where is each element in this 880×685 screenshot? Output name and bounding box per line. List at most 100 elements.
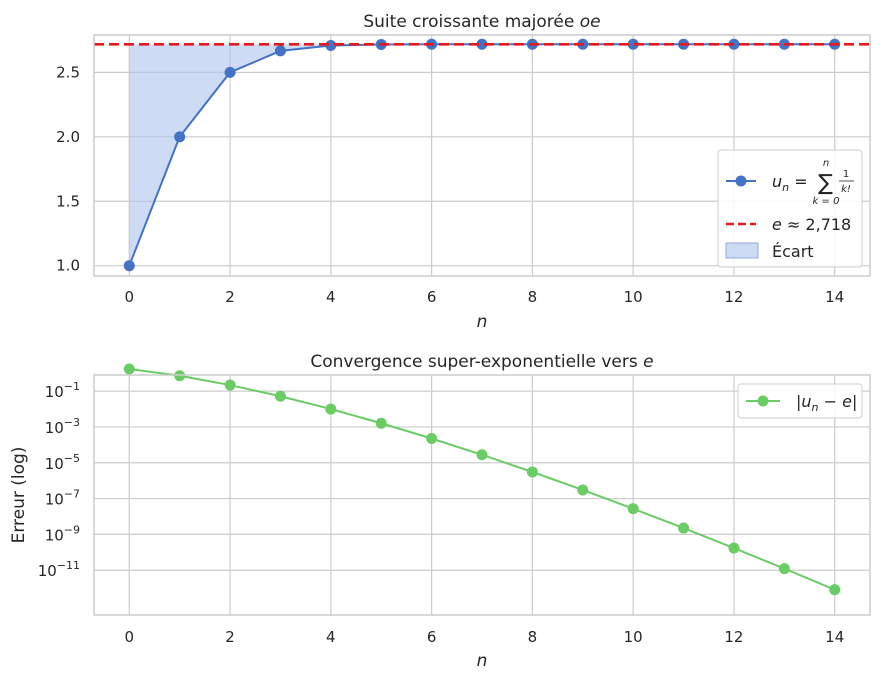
x-tick-label: 6 xyxy=(427,288,437,306)
data-point-un xyxy=(174,131,186,143)
data-point-un xyxy=(224,66,236,78)
x-tick-label: 14 xyxy=(825,288,844,306)
legend-label-e-rest: ≈ 2,718 xyxy=(782,215,851,234)
y-tick-base: 10 xyxy=(45,455,64,473)
legend-sum-symbol: ∑ xyxy=(818,171,833,196)
y-tick-exponent: −5 xyxy=(64,452,80,465)
y-tick-label: 10−9 xyxy=(45,523,80,544)
y-tick-label: 2.5 xyxy=(56,63,80,81)
legend-label-un: un = xyxy=(772,172,808,194)
series-line-error xyxy=(129,368,836,591)
x-tick-labels: 0 2 4 6 8 10 12 14 xyxy=(124,288,844,306)
y-tick-exponent: −11 xyxy=(57,559,80,572)
legend-label-e-symbol: e xyxy=(772,215,782,234)
y-tick-labels: 1.0 1.5 2.0 2.5 xyxy=(56,63,80,274)
data-point-error xyxy=(426,433,438,445)
legend-box xyxy=(717,149,863,268)
data-point-un xyxy=(325,40,337,52)
y-tick-label: 2.0 xyxy=(56,128,80,146)
y-tick-label: 10−5 xyxy=(45,452,80,473)
legend-box xyxy=(737,383,863,419)
y-tick-base: 10 xyxy=(45,526,64,544)
y-tick-label: 10−7 xyxy=(45,488,80,509)
y-tick-label: 10−11 xyxy=(38,559,80,580)
data-point-error xyxy=(577,484,589,496)
chart-panel-bottom: Convergence super-exponentielle vers e 0… xyxy=(9,352,871,671)
y-tick-labels: 10−110−310−510−710−910−11 xyxy=(38,380,80,580)
gap-fill-polygon xyxy=(129,44,835,266)
y-tick-exponent: −1 xyxy=(64,380,80,393)
x-tick-label: 10 xyxy=(624,628,643,646)
data-point-un xyxy=(627,38,639,50)
legend-label-eq: = xyxy=(789,172,808,191)
y-tick-base: 10 xyxy=(45,383,64,401)
legend-marker-un xyxy=(735,175,747,187)
x-tick-label: 8 xyxy=(528,288,538,306)
data-point-error xyxy=(274,390,286,402)
data-point-error xyxy=(123,363,135,375)
data-point-error xyxy=(224,379,236,391)
y-tick-label: 10−1 xyxy=(45,380,80,401)
x-tick-label: 12 xyxy=(724,628,743,646)
chart-title: Convergence super-exponentielle vers e xyxy=(310,352,653,372)
legend-frac-den: k! xyxy=(841,184,851,195)
y-tick-label: 10−3 xyxy=(45,416,80,437)
data-point-error xyxy=(778,563,790,575)
chart-title-text: Suite croissante majorée xyxy=(363,12,579,32)
x-tick-label: 2 xyxy=(225,288,235,306)
legend-frac-num: 1 xyxy=(843,169,849,180)
y-tick-base: 10 xyxy=(38,562,57,580)
chart-title: Suite croissante majorée oe xyxy=(363,12,600,32)
data-point-error xyxy=(526,466,538,478)
y-tick-base: 10 xyxy=(45,419,64,437)
grid-lines xyxy=(94,375,870,615)
y-tick-base: 10 xyxy=(45,491,64,509)
x-tick-label: 0 xyxy=(124,288,134,306)
y-axis-label: Erreur (log) xyxy=(9,447,29,544)
legend: un = ∑ n k = 0 1 k! e ≈ 2,718 Écart xyxy=(717,149,863,268)
x-axis-label: n xyxy=(477,312,488,332)
x-tick-label: 4 xyxy=(326,288,336,306)
legend: |un − e| xyxy=(737,383,863,419)
data-point-error xyxy=(375,417,387,429)
x-tick-label: 2 xyxy=(225,628,235,646)
legend-label-e: e ≈ 2,718 xyxy=(772,215,851,234)
y-tick-label: 1.0 xyxy=(56,257,80,275)
x-tick-label: 10 xyxy=(624,288,643,306)
x-tick-labels: 0 2 4 6 8 10 12 14 xyxy=(124,628,844,646)
x-axis-label: n xyxy=(477,651,488,671)
legend-label-sub: n xyxy=(812,401,819,414)
legend-label-sub: n xyxy=(782,181,789,194)
legend-patch-gap xyxy=(725,242,759,259)
x-tick-label: 8 xyxy=(528,628,538,646)
chart-title-text: Convergence super-exponentielle vers xyxy=(310,352,643,372)
data-point-error xyxy=(829,584,841,596)
y-tick-exponent: −3 xyxy=(64,416,80,429)
legend-sum-top: n xyxy=(823,158,829,169)
legend-label-tail: − e| xyxy=(819,392,858,411)
legend-label-gap: Écart xyxy=(772,242,814,261)
axes-frame xyxy=(93,374,871,616)
x-tick-label: 6 xyxy=(427,628,437,646)
data-point-un xyxy=(476,38,488,50)
x-tick-label: 0 xyxy=(124,628,134,646)
gap-fill-area xyxy=(129,44,835,266)
chart-title-symbol: oe xyxy=(580,12,601,32)
axes-frame xyxy=(93,34,871,277)
data-point-error xyxy=(476,449,488,461)
x-tick-label: 14 xyxy=(825,628,844,646)
series-layer xyxy=(94,38,870,272)
data-point-un xyxy=(274,45,286,57)
series-layer xyxy=(123,363,841,596)
data-point-error xyxy=(678,522,690,534)
data-point-un xyxy=(123,260,135,272)
data-point-error xyxy=(325,403,337,415)
y-tick-label: 1.5 xyxy=(56,192,80,210)
chart-title-symbol: e xyxy=(643,352,653,372)
legend-sum-bottom: k = 0 xyxy=(813,196,840,207)
y-tick-exponent: −9 xyxy=(64,523,80,536)
data-point-error xyxy=(728,542,740,554)
data-point-error xyxy=(627,503,639,515)
x-tick-label: 4 xyxy=(326,628,336,646)
